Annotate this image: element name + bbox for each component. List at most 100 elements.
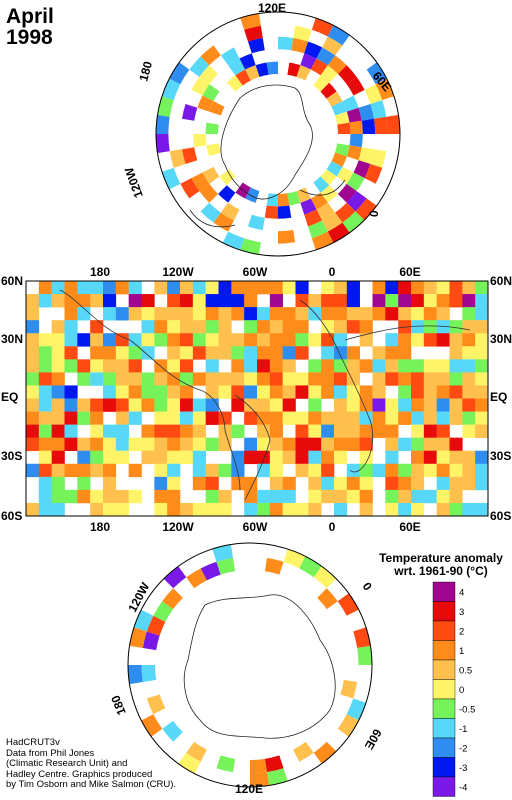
map-cell: [385, 333, 399, 347]
map-cell: [269, 411, 283, 425]
title-year: 1998: [6, 26, 53, 49]
map-cell: [359, 502, 373, 517]
map-cell: [38, 450, 52, 465]
map-cell: [462, 463, 476, 478]
map-cell: [295, 372, 309, 386]
map-cell: [423, 333, 437, 347]
map-cell: [359, 411, 373, 425]
map-cell: [103, 385, 117, 399]
map-cell: [244, 476, 258, 491]
map-cell: [449, 320, 463, 334]
map-cell: [295, 333, 309, 347]
map-cell: [51, 476, 65, 491]
map-lat-label-left: 30N: [1, 332, 23, 346]
map-cell: [64, 333, 78, 347]
map-cell: [205, 398, 219, 412]
polar-cell: [296, 187, 311, 203]
map-cell: [257, 424, 271, 438]
map-cell: [244, 450, 258, 465]
map-cell: [77, 411, 91, 425]
map-cell: [244, 294, 258, 308]
polar-cell: [199, 65, 219, 85]
map-cell: [218, 502, 232, 517]
polar-cell: [191, 172, 210, 192]
map-cell: [321, 450, 335, 465]
map-cell: [244, 398, 258, 412]
map-cell: [269, 346, 283, 360]
map-cell: [115, 385, 129, 399]
map-cell: [282, 502, 296, 517]
map-cell: [282, 307, 296, 321]
legend-swatch: [432, 679, 456, 700]
polar-cell: [316, 47, 336, 66]
map-cell: [244, 320, 258, 334]
map-cell: [321, 437, 335, 452]
map-cell: [64, 385, 78, 399]
map-cell: [128, 333, 142, 347]
map-cell: [38, 333, 52, 347]
map-cell: [218, 294, 232, 308]
map-cell: [180, 372, 194, 386]
map-cell: [244, 359, 258, 373]
map-cell: [38, 385, 52, 399]
map-cell: [321, 281, 335, 295]
credit-block: HadCRUT3v Data from Phil Jones (Climatic…: [6, 737, 176, 791]
map-cell: [398, 281, 412, 295]
map-cell: [244, 281, 258, 295]
map-cell: [51, 502, 65, 517]
map-cell: [269, 385, 283, 399]
map-cell: [269, 320, 283, 334]
map-cell: [154, 476, 168, 491]
map-cell: [205, 502, 219, 517]
map-cell: [141, 385, 155, 399]
polar-cell: [206, 143, 221, 157]
polar-cell: [358, 103, 375, 121]
map-cell: [192, 333, 206, 347]
map-cell: [475, 476, 489, 491]
map-cell: [334, 437, 348, 452]
map-cell: [282, 489, 296, 504]
polar-cell: [346, 76, 365, 96]
polar-cell: [162, 720, 183, 742]
legend-title: Temperature anomaly wrt. 1961-90 (°C): [370, 552, 512, 578]
map-cell: [475, 398, 489, 412]
map-cell: [51, 411, 65, 425]
map-cell: [115, 450, 129, 465]
map-cell: [308, 294, 322, 308]
polar-cell: [326, 161, 343, 177]
map-cell: [141, 333, 155, 347]
legend-swatch: [432, 581, 456, 602]
map-cell: [77, 489, 91, 504]
map-cell: [141, 398, 155, 412]
polar-cell: [375, 78, 395, 101]
map-cell: [423, 320, 437, 334]
map-cell: [26, 359, 40, 373]
polar-cell: [250, 772, 270, 787]
polar-cell: [337, 65, 357, 85]
map-cell: [103, 450, 117, 465]
map-cell: [462, 450, 476, 465]
map-cell: [385, 372, 399, 386]
map-cell: [167, 502, 181, 517]
polar-cell: [156, 114, 170, 134]
map-cell: [372, 281, 386, 295]
map-cell: [103, 502, 117, 517]
map-cell: [282, 346, 296, 360]
map-cell: [334, 281, 348, 295]
polar-cell: [361, 118, 376, 134]
map-cell: [51, 346, 65, 360]
map-lon-label-bottom: 60W: [243, 520, 268, 534]
map-cell: [411, 372, 425, 386]
polar-cell: [228, 58, 246, 76]
map-cell: [167, 346, 181, 360]
map-cell: [51, 489, 65, 504]
map-cell: [411, 385, 425, 399]
map-cell: [38, 359, 52, 373]
map-cell: [90, 294, 104, 308]
map-cell: [257, 281, 271, 295]
map-cell: [90, 359, 104, 373]
map-cell: [180, 502, 194, 517]
map-cell: [269, 294, 283, 308]
map-cell: [308, 424, 322, 438]
map-cell: [334, 333, 348, 347]
